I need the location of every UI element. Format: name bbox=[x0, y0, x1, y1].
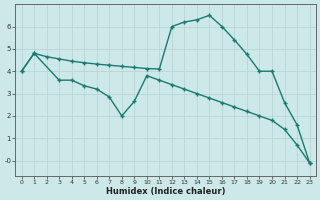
X-axis label: Humidex (Indice chaleur): Humidex (Indice chaleur) bbox=[106, 187, 225, 196]
